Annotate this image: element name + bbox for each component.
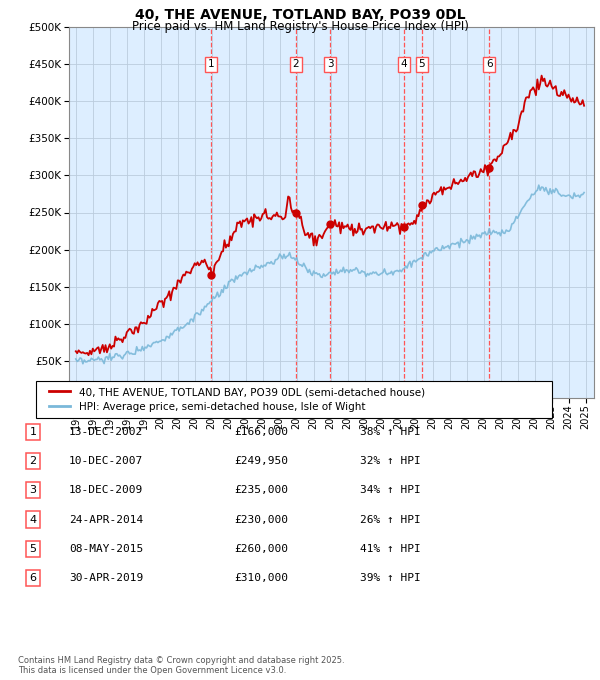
- Text: 3: 3: [29, 486, 37, 495]
- Text: £260,000: £260,000: [234, 544, 288, 554]
- Text: 18-DEC-2009: 18-DEC-2009: [69, 486, 143, 495]
- Text: 3: 3: [326, 59, 333, 69]
- Text: 4: 4: [29, 515, 37, 524]
- Text: 40, THE AVENUE, TOTLAND BAY, PO39 0DL: 40, THE AVENUE, TOTLAND BAY, PO39 0DL: [134, 8, 466, 22]
- Text: 6: 6: [486, 59, 493, 69]
- Text: 5: 5: [29, 544, 37, 554]
- Text: 6: 6: [29, 573, 37, 583]
- Text: 2: 2: [293, 59, 299, 69]
- Text: Price paid vs. HM Land Registry's House Price Index (HPI): Price paid vs. HM Land Registry's House …: [131, 20, 469, 33]
- Text: 4: 4: [400, 59, 407, 69]
- Text: Contains HM Land Registry data © Crown copyright and database right 2025.: Contains HM Land Registry data © Crown c…: [18, 656, 344, 665]
- Text: £230,000: £230,000: [234, 515, 288, 524]
- Text: 13-DEC-2002: 13-DEC-2002: [69, 427, 143, 437]
- Text: 32% ↑ HPI: 32% ↑ HPI: [360, 456, 421, 466]
- Text: 08-MAY-2015: 08-MAY-2015: [69, 544, 143, 554]
- Text: 10-DEC-2007: 10-DEC-2007: [69, 456, 143, 466]
- Text: 39% ↑ HPI: 39% ↑ HPI: [360, 573, 421, 583]
- Text: £166,000: £166,000: [234, 427, 288, 437]
- Text: This data is licensed under the Open Government Licence v3.0.: This data is licensed under the Open Gov…: [18, 666, 286, 675]
- Text: 5: 5: [418, 59, 425, 69]
- Text: 41% ↑ HPI: 41% ↑ HPI: [360, 544, 421, 554]
- Text: £310,000: £310,000: [234, 573, 288, 583]
- Text: 34% ↑ HPI: 34% ↑ HPI: [360, 486, 421, 495]
- Text: 30-APR-2019: 30-APR-2019: [69, 573, 143, 583]
- Text: £249,950: £249,950: [234, 456, 288, 466]
- Legend: 40, THE AVENUE, TOTLAND BAY, PO39 0DL (semi-detached house), HPI: Average price,: 40, THE AVENUE, TOTLAND BAY, PO39 0DL (s…: [46, 384, 428, 415]
- Text: 1: 1: [29, 427, 37, 437]
- Text: £235,000: £235,000: [234, 486, 288, 495]
- Text: 1: 1: [208, 59, 214, 69]
- Text: 24-APR-2014: 24-APR-2014: [69, 515, 143, 524]
- Text: 38% ↑ HPI: 38% ↑ HPI: [360, 427, 421, 437]
- Text: 2: 2: [29, 456, 37, 466]
- Text: 26% ↑ HPI: 26% ↑ HPI: [360, 515, 421, 524]
- FancyBboxPatch shape: [36, 381, 552, 418]
